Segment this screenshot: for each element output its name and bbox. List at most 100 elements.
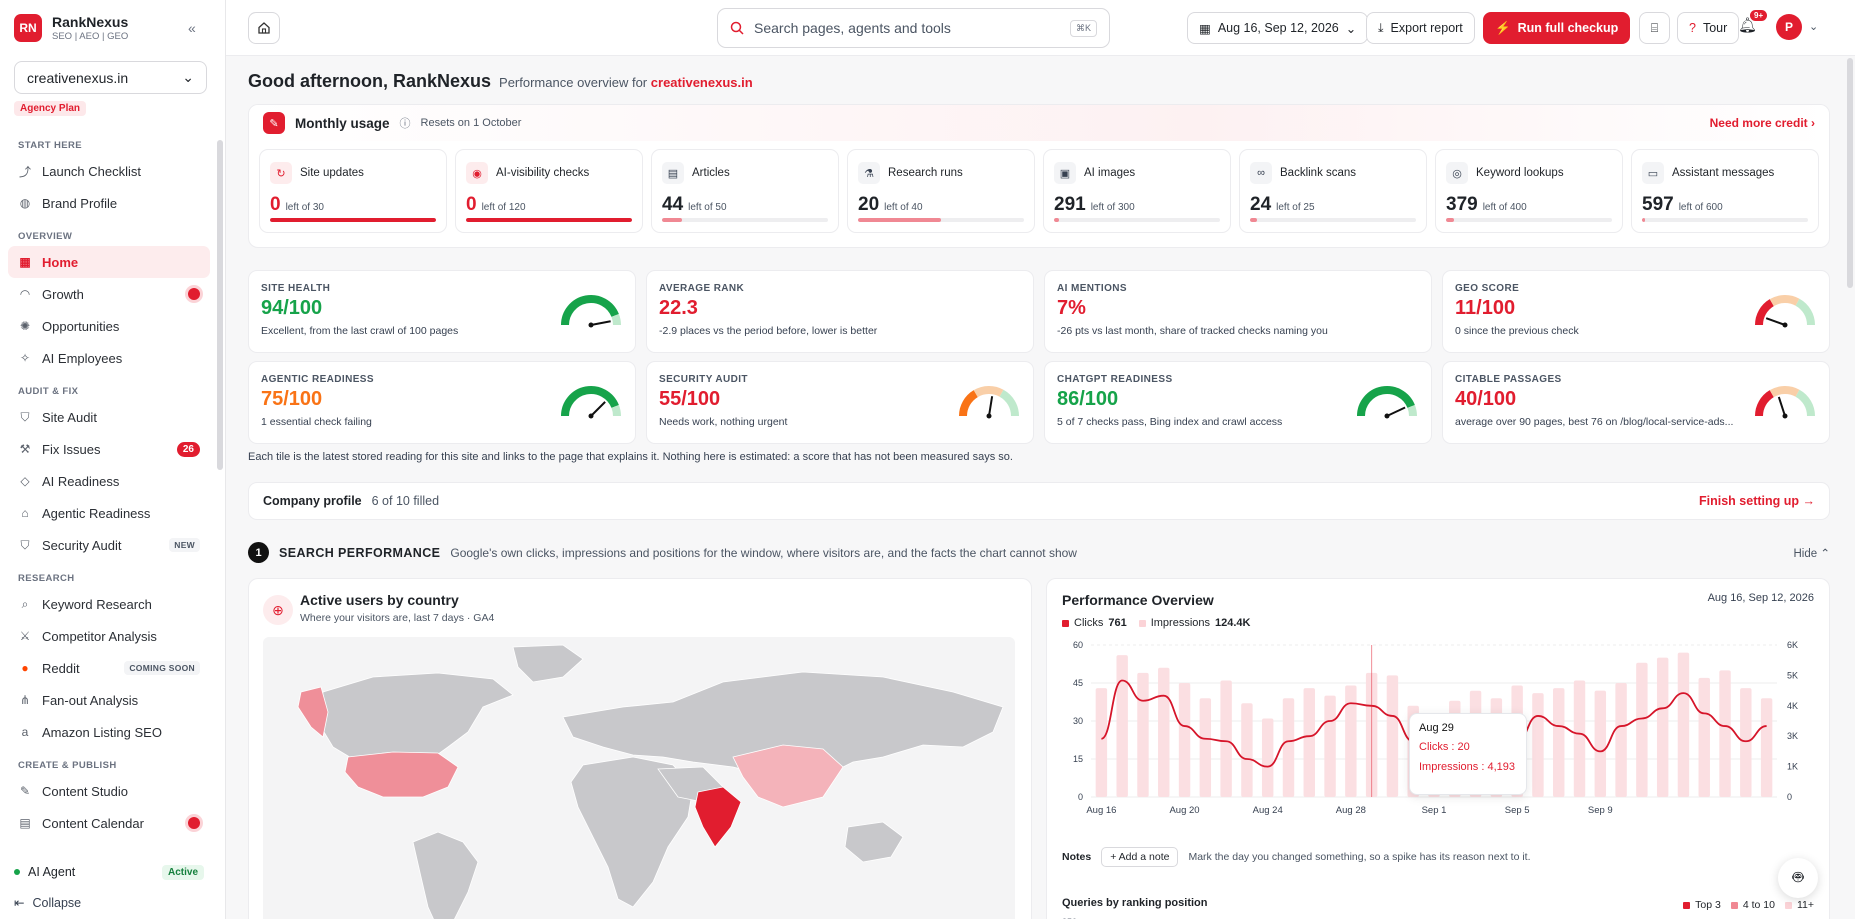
sidebar-item-opportunities[interactable]: ✺ Opportunities — [8, 310, 210, 342]
gift-button[interactable]: ⌸ — [1639, 12, 1670, 44]
topbar: Search pages, agents and tools ⌘K ▦ Aug … — [226, 0, 1855, 56]
site-selector[interactable]: creativenexus.in ⌄ — [14, 61, 207, 94]
world-map[interactable] — [263, 637, 1015, 919]
score-tile-ai-mentions[interactable]: AI MENTIONS 7% -26 pts vs last month, shar… — [1044, 270, 1432, 353]
sidebar-item-site-audit[interactable]: ⛉ Site Audit — [8, 401, 210, 433]
meter-limit: left of 30 — [285, 202, 324, 213]
sidebar-item-launch-checklist[interactable]: ⤴ Launch Checklist — [8, 155, 210, 187]
sidebar-item-amazon-listing-seo[interactable]: a Amazon Listing SEO — [8, 716, 210, 748]
info-icon[interactable]: ⓘ — [399, 118, 411, 130]
export-report-button[interactable]: ⤓ Export report — [1366, 12, 1475, 44]
rank-legend-label: 4 to 10 — [1742, 899, 1775, 911]
score-tile-agentic-readiness[interactable]: AGENTIC READINESS 75/100 1 essential check… — [248, 361, 636, 444]
finish-setup-link[interactable]: Finish setting up → — [1699, 494, 1815, 508]
impressions-bar — [1573, 680, 1586, 797]
shield-check-icon: ⛉ — [20, 409, 30, 424]
score-tile-site-health[interactable]: SITE HEALTH 94/100 Excellent, from the las… — [248, 270, 636, 353]
impressions-bar — [1241, 703, 1253, 797]
usage-meter[interactable]: ◎ Keyword lookups 379 left of 400 — [1435, 149, 1623, 233]
usage-meter[interactable]: ↻ Site updates 0 left of 30 — [259, 149, 447, 233]
sidebar-item-fix-issues[interactable]: ⚒ Fix Issues 26 — [8, 433, 210, 465]
usage-meter[interactable]: ∞ Backlink scans 24 left of 25 — [1239, 149, 1427, 233]
sidebar-item-label: Home — [42, 254, 79, 270]
home-button[interactable] — [248, 12, 280, 44]
chevron-down-icon[interactable]: ⌄ — [1809, 21, 1819, 33]
sidebar-item-reddit[interactable]: ● Reddit COMING SOON — [8, 652, 210, 684]
target-icon: ◎ — [1446, 162, 1468, 184]
sidebar-item-fan-out-analysis[interactable]: ⋔ Fan-out Analysis — [8, 684, 210, 716]
gauge-hub — [1384, 413, 1390, 419]
map-subtitle: Where your visitors are, last 7 days · G… — [300, 612, 495, 624]
score-tile-geo-score[interactable]: GEO SCORE 11/100 0 since the previous chec… — [1442, 270, 1830, 353]
sidebar-item-competitor-analysis[interactable]: ⚔ Competitor Analysis — [8, 620, 210, 652]
collapse-button[interactable]: ⇤ Collapse — [14, 895, 81, 911]
sidebar-item-label: Keyword Research — [42, 596, 152, 612]
legend-clicks[interactable]: Clicks 761 — [1062, 617, 1127, 629]
gauge-arc — [1357, 386, 1415, 417]
score-tile-chatgpt-readiness[interactable]: CHATGPT READINESS 86/100 5 of 7 checks pas… — [1044, 361, 1432, 444]
score-tile-citable-passages[interactable]: CITABLE PASSAGES 40/100 average over 90 pa… — [1442, 361, 1830, 444]
sidebar-item-ai-employees[interactable]: ✧ AI Employees — [8, 342, 210, 374]
need-credit-link[interactable]: Need more credit › — [1709, 116, 1815, 130]
page-title: Good afternoon, RankNexus — [248, 71, 492, 91]
search-input[interactable]: Search pages, agents and tools ⌘K — [717, 8, 1110, 48]
impressions-bar — [1677, 652, 1690, 797]
usage-meter[interactable]: ▤ Articles 44 left of 50 — [651, 149, 839, 233]
bell-icon[interactable]: 🔔︎ — [1738, 17, 1758, 34]
date-range-picker[interactable]: ▦ Aug 16, Sep 12, 2026 ⌄ — [1187, 12, 1369, 44]
main-content: Good afternoon, RankNexus Performance ov… — [226, 56, 1855, 919]
plan-badge: Agency Plan — [14, 101, 87, 116]
sidebar-item-ai-readiness[interactable]: ◇ AI Readiness — [8, 465, 210, 497]
usage-meter[interactable]: ◉ AI-visibility checks 0 left of 120 — [455, 149, 643, 233]
sidebar-item-agentic-readiness[interactable]: ⌂ Agentic Readiness — [8, 497, 210, 529]
brand-name: RankNexus — [52, 14, 129, 30]
sidebar-item-content-studio[interactable]: ✎ Content Studio — [8, 775, 210, 807]
wrench-icon: ⚒ — [19, 442, 31, 456]
tile-label: CITABLE PASSAGES — [1455, 374, 1562, 385]
rank-legend-item[interactable]: 11+ — [1784, 899, 1814, 911]
hide-section-button[interactable]: Hide ⌃ — [1793, 547, 1831, 560]
usage-meter[interactable]: ▭ Assistant messages 597 left of 600 — [1631, 149, 1819, 233]
sidebar-scrollbar[interactable] — [217, 140, 223, 470]
palette-icon: ◍ — [19, 196, 31, 210]
meter-bar — [858, 218, 1024, 222]
usage-meter[interactable]: ⚗ Research runs 20 left of 40 — [847, 149, 1035, 233]
calendar-icon: ▤ — [19, 816, 31, 830]
ai-agent-status[interactable]: AI Agent Active — [0, 861, 218, 883]
sidebar-item-keyword-research[interactable]: ⌕ Keyword Research — [8, 588, 210, 620]
score-tile-security-audit[interactable]: SECURITY AUDIT 55/100 Needs work, nothing … — [646, 361, 1034, 444]
run-checkup-button[interactable]: ⚡ Run full checkup — [1483, 12, 1631, 44]
page-scrollbar[interactable] — [1847, 58, 1853, 288]
rank-legend-item[interactable]: 4 to 10 — [1730, 899, 1775, 911]
legend-impressions[interactable]: Impressions 124.4K — [1138, 617, 1250, 629]
sidebar-item-content-calendar[interactable]: ▤ Content Calendar — [8, 807, 210, 838]
china-highlight — [732, 744, 844, 808]
clicks-total: 761 — [1108, 617, 1127, 629]
meter-label: AI-visibility checks — [496, 167, 590, 179]
sidebar-item-security-audit[interactable]: ⛉ Security Audit NEW — [8, 529, 210, 561]
brand[interactable]: RN RankNexus SEO | AEO | GEO — [14, 14, 128, 42]
meter-bar — [1054, 218, 1220, 222]
usage-meter[interactable]: ▣ AI images 291 left of 300 — [1043, 149, 1231, 233]
greeting-site[interactable]: creativenexus.in — [650, 75, 753, 90]
avatar[interactable]: P — [1776, 14, 1802, 40]
assistant-bot-button[interactable]: 🤖︎ — [1778, 858, 1818, 898]
tile-label: GEO SCORE — [1455, 283, 1520, 294]
sidebar-item-growth[interactable]: ◠ Growth — [8, 278, 210, 310]
score-tile-average-rank[interactable]: AVERAGE RANK 22.3 -2.9 places vs the perio… — [646, 270, 1034, 353]
add-note-button[interactable]: + Add a note — [1101, 847, 1179, 867]
meter-limit: left of 400 — [1482, 202, 1527, 213]
tile-label: CHATGPT READINESS — [1057, 374, 1173, 385]
sidebar-item-home[interactable]: ▦ Home — [8, 246, 210, 278]
sidebar-item-brand-profile[interactable]: ◍ Brand Profile — [8, 187, 210, 219]
collapse-sidebar-icon[interactable]: « — [188, 20, 196, 36]
tour-button[interactable]: ? Tour — [1677, 12, 1740, 44]
impressions-bar — [1594, 690, 1607, 797]
meter-limit: left of 40 — [884, 202, 923, 213]
sidebar-item-label: Opportunities — [42, 318, 120, 334]
company-profile-bar[interactable]: Company profile 6 of 10 filled Finish se… — [248, 482, 1830, 520]
tile-value: 55/100 — [659, 388, 721, 410]
impressions-bar — [1740, 688, 1752, 797]
rank-legend-item[interactable]: Top 3 — [1683, 899, 1721, 911]
